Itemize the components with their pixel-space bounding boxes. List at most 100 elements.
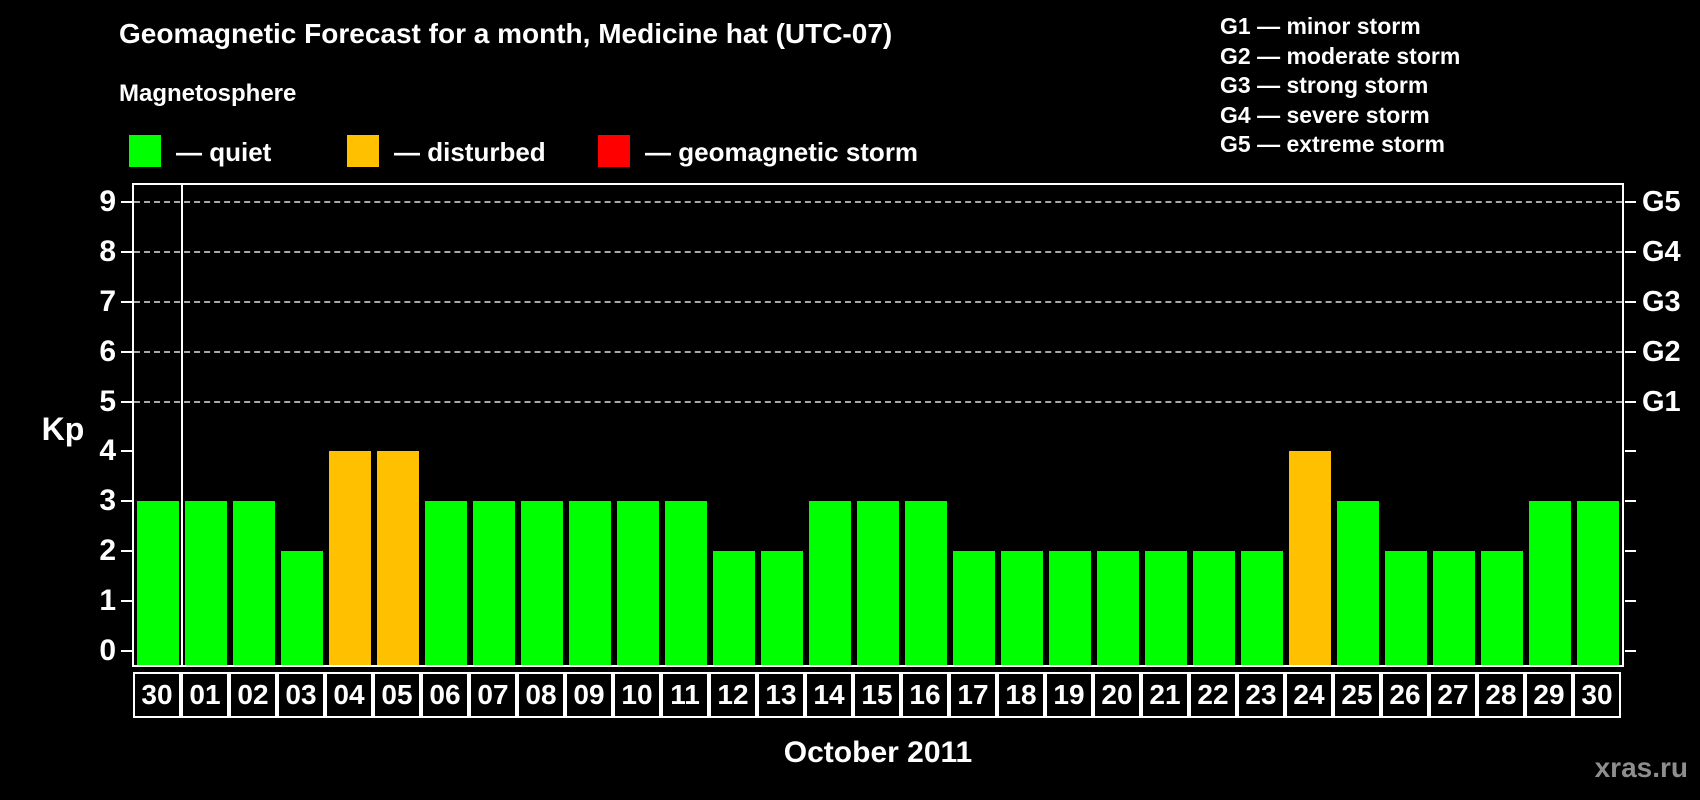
x-label-day-22-22: 22	[1189, 672, 1237, 718]
x-label-day-05-5: 05	[373, 672, 421, 718]
magnetosphere-label: Magnetosphere	[119, 80, 297, 107]
x-label-day-15-15: 15	[853, 672, 901, 718]
right-axis-label-G5: G5	[1642, 185, 1681, 218]
bar-day-24	[1289, 451, 1331, 665]
y-tick-label-3: 3	[99, 484, 116, 518]
bar-day-27	[1433, 551, 1475, 665]
x-label-day-02-2: 02	[229, 672, 277, 718]
x-axis-title: October 2011	[783, 736, 973, 769]
g-scale-item-3: G3 — strong storm	[1220, 72, 1429, 98]
magnetosphere-legend: — quiet — disturbed — geomagnetic storm	[0, 133, 1700, 169]
x-label-day-25-25: 25	[1333, 672, 1381, 718]
bar-day-25	[1337, 501, 1379, 665]
x-label-day-04-4: 04	[325, 672, 373, 718]
x-label-day-20-20: 20	[1093, 672, 1141, 718]
x-label-day-12-12: 12	[709, 672, 757, 718]
bar-day-18	[1001, 551, 1043, 665]
bar-day-01	[185, 501, 227, 665]
g-scale-item-5: G5 — extreme storm	[1220, 131, 1445, 157]
bar-day-05	[377, 451, 419, 665]
right-axis-label-G2: G2	[1642, 335, 1681, 368]
y-tick-label-5: 5	[99, 384, 116, 418]
y-tick-right-7	[1625, 300, 1636, 303]
x-label-day-03-3: 03	[277, 672, 325, 718]
x-label-day-09-9: 09	[565, 672, 613, 718]
bar-day-13	[761, 551, 803, 665]
x-label-day-11-11: 11	[661, 672, 709, 718]
y-tick-right-8	[1625, 250, 1636, 253]
bar-day-21	[1145, 551, 1187, 665]
y-tick-left-0	[121, 650, 132, 652]
y-tick-right-5	[1625, 400, 1636, 403]
y-tick-right-4	[1625, 450, 1636, 453]
bar-day-03	[281, 551, 323, 665]
legend-label-quiet: — quiet	[176, 137, 272, 167]
bar-day-29	[1529, 501, 1571, 665]
x-label-day-16-16: 16	[901, 672, 949, 718]
bar-day-30	[137, 501, 179, 665]
x-label-day-30-30: 30	[1573, 672, 1621, 718]
x-label-day-19-19: 19	[1045, 672, 1093, 718]
bar-day-16	[905, 501, 947, 665]
legend-label-storm: — geomagnetic storm	[645, 137, 919, 167]
legend-swatch-disturbed	[347, 135, 379, 167]
legend-label-disturbed: — disturbed	[394, 137, 546, 167]
x-label-day-26-26: 26	[1381, 672, 1429, 718]
bar-day-17	[953, 551, 995, 665]
y-tick-label-7: 7	[99, 284, 116, 318]
x-label-day-17-17: 17	[949, 672, 997, 718]
right-axis-label-G3: G3	[1642, 285, 1681, 318]
x-label-day-23-23: 23	[1237, 672, 1285, 718]
right-axis-label-G4: G4	[1642, 235, 1681, 268]
x-label-day-21-21: 21	[1141, 672, 1189, 718]
legend-swatch-quiet	[129, 135, 161, 167]
x-label-day-30-0: 30	[133, 672, 181, 718]
x-label-day-27-27: 27	[1429, 672, 1477, 718]
x-label-day-08-8: 08	[517, 672, 565, 718]
y-axis-title: Kp	[41, 411, 85, 447]
gridline-kp-9	[134, 200, 1622, 203]
bar-day-06	[425, 501, 467, 665]
y-tick-left-1	[121, 600, 132, 603]
bar-day-15	[857, 501, 899, 665]
bar-day-26	[1385, 551, 1427, 665]
y-tick-right-2	[1625, 550, 1636, 553]
x-label-day-10-10: 10	[613, 672, 661, 718]
bar-day-19	[1049, 551, 1091, 665]
y-tick-left-5	[121, 400, 132, 403]
y-tick-right-3	[1625, 500, 1636, 503]
x-axis-day-labels: 30 01 02 03 04 05 06 07 08 09 10 11 12 13 14 15 16 17 18 19…	[133, 672, 1623, 718]
page-title: Geomagnetic Forecast for a month, Medici…	[119, 18, 893, 49]
gridline-kp-8	[134, 250, 1622, 253]
y-tick-label-1: 1	[99, 584, 116, 618]
plot-box	[132, 183, 1624, 667]
y-tick-right-9	[1625, 200, 1636, 203]
bar-day-09	[569, 501, 611, 665]
x-label-day-13-13: 13	[757, 672, 805, 718]
y-tick-label-6: 6	[99, 334, 116, 368]
month-separator-line	[181, 185, 183, 665]
bar-day-12	[713, 551, 755, 665]
y-tick-right-1	[1625, 600, 1636, 603]
bar-day-28	[1481, 551, 1523, 665]
plot-area	[134, 185, 1622, 665]
y-tick-left-8	[121, 250, 132, 253]
y-tick-left-2	[121, 550, 132, 553]
bar-day-20	[1097, 551, 1139, 665]
bar-day-22	[1193, 551, 1235, 665]
y-tick-left-4	[121, 450, 132, 453]
bar-day-02	[233, 501, 275, 665]
y-tick-label-0: 0	[99, 634, 116, 667]
x-label-day-01-1: 01	[181, 672, 229, 718]
x-label-day-06-6: 06	[421, 672, 469, 718]
y-tick-label-9: 9	[99, 184, 116, 218]
y-tick-label-4: 4	[99, 434, 116, 468]
right-axis-label-G1: G1	[1642, 385, 1681, 418]
x-label-day-18-18: 18	[997, 672, 1045, 718]
y-tick-right-6	[1625, 350, 1636, 353]
x-label-day-29-29: 29	[1525, 672, 1573, 718]
bar-day-30	[1577, 501, 1619, 665]
bar-day-14	[809, 501, 851, 665]
g-scale-item-1: G1 — minor storm	[1220, 13, 1421, 39]
